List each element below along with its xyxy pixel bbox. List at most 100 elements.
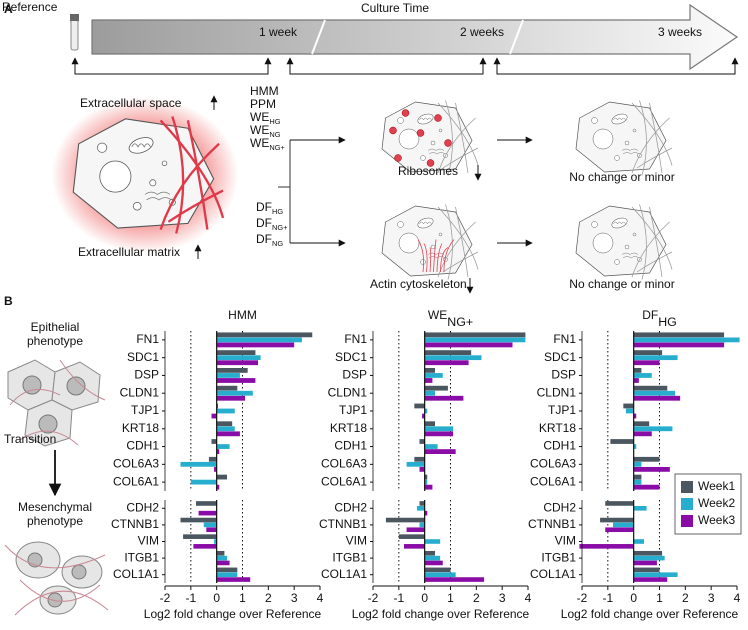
actin-filament [429, 247, 432, 273]
chart-title-main: WE [428, 308, 447, 322]
timeline-divider [509, 19, 524, 55]
bar [633, 360, 660, 366]
actin-filament [417, 239, 425, 273]
category-label: COL6A1 [530, 474, 576, 488]
x-axis-label: Log2 fold change over Reference [144, 607, 322, 621]
bar [203, 522, 217, 528]
treatment-label-main: WE [250, 123, 269, 137]
bar [419, 466, 425, 472]
bar [216, 403, 218, 409]
bar [625, 408, 634, 414]
x-axis-label: Log2 fold change over Reference [561, 607, 739, 621]
bar [633, 390, 675, 396]
x-axis-label: Log2 fold change over Reference [352, 607, 530, 621]
vesicle [591, 221, 598, 228]
bar [424, 337, 526, 343]
cell-membrane [381, 101, 473, 173]
category-label: CTNNB1 [319, 517, 367, 531]
cell-nucleus [71, 564, 87, 580]
x-tick-label: 1 [447, 591, 454, 605]
bar [633, 350, 663, 356]
bar [633, 413, 637, 419]
x-tick-label: -2 [577, 591, 588, 605]
vesicle [161, 160, 168, 167]
interval-bracket [74, 60, 269, 75]
bar [633, 577, 668, 582]
treatment-label-sub: NG+ [272, 223, 288, 232]
bar [406, 527, 425, 533]
bar [424, 560, 443, 566]
treatment-label-main: DF [256, 200, 272, 214]
category-label: COL6A3 [113, 457, 159, 471]
x-tick-label: 0 [421, 591, 428, 605]
bar [193, 544, 217, 549]
category-label: DSP [342, 368, 367, 382]
bar [633, 560, 657, 566]
category-label: FN1 [553, 332, 576, 346]
vesicle [632, 128, 637, 133]
ecm-fiber [631, 221, 670, 278]
actin-filament [440, 247, 449, 273]
bar [216, 426, 235, 432]
x-tick-label: 3 [708, 591, 715, 605]
treatment-label-main: DF [256, 216, 272, 230]
bar [424, 444, 438, 449]
bar [633, 461, 642, 467]
timepoint-label: 2 weeks [460, 25, 504, 39]
effect-label: No change or minor [569, 277, 674, 291]
bar [633, 474, 642, 480]
panel-label: B [4, 294, 13, 308]
bar [424, 474, 428, 480]
effect-label: Ribosomes [398, 164, 458, 178]
category-label: CLDN1 [120, 385, 160, 399]
bar [216, 342, 295, 348]
actin-filament [443, 239, 455, 273]
bar [214, 539, 217, 544]
bar [216, 337, 302, 343]
treatment-label: WEHG [250, 110, 281, 126]
treatment-label: DFNG [256, 232, 283, 248]
ecm-fiber [186, 120, 209, 230]
bar [633, 337, 740, 343]
treatment-label-main: HMM [250, 84, 279, 98]
category-label: SDC1 [127, 350, 159, 364]
ecm-fiber [639, 204, 647, 280]
cell [575, 204, 673, 280]
bar [633, 466, 670, 472]
cell-membrane [575, 101, 667, 173]
bar [419, 439, 425, 444]
bar [424, 373, 443, 378]
x-tick-label: 2 [265, 591, 272, 605]
category-label: SDC1 [335, 350, 367, 364]
cell-nucleus [398, 128, 420, 150]
bar [633, 456, 660, 462]
bar [216, 350, 256, 356]
chart-title-main: DF [642, 308, 658, 322]
treatment-label: WENG+ [250, 136, 285, 152]
mitochondrion [417, 113, 434, 125]
bar [424, 577, 485, 582]
vesicle [438, 128, 443, 133]
bar [633, 355, 678, 361]
bar [633, 479, 642, 485]
bar [424, 484, 433, 490]
vesicle [420, 259, 426, 265]
bar [633, 395, 681, 401]
x-tick-label: -1 [185, 591, 196, 605]
bar [414, 456, 425, 462]
category-label: CDH2 [334, 500, 367, 514]
ecm-fiber [649, 102, 663, 174]
bar [424, 385, 448, 391]
bar [633, 385, 668, 391]
category-label: COL1A1 [530, 567, 576, 581]
chart-title-main: HMM [228, 308, 257, 322]
bar [424, 449, 456, 454]
chart-title-sub: NG+ [447, 315, 473, 329]
bar [216, 355, 261, 361]
bar [214, 466, 217, 472]
x-tick-label: -1 [393, 591, 404, 605]
timeline-arrow [91, 3, 739, 71]
mitochondrion-cristae [419, 117, 432, 121]
ecm-fiber [631, 102, 673, 166]
bar [600, 517, 634, 523]
